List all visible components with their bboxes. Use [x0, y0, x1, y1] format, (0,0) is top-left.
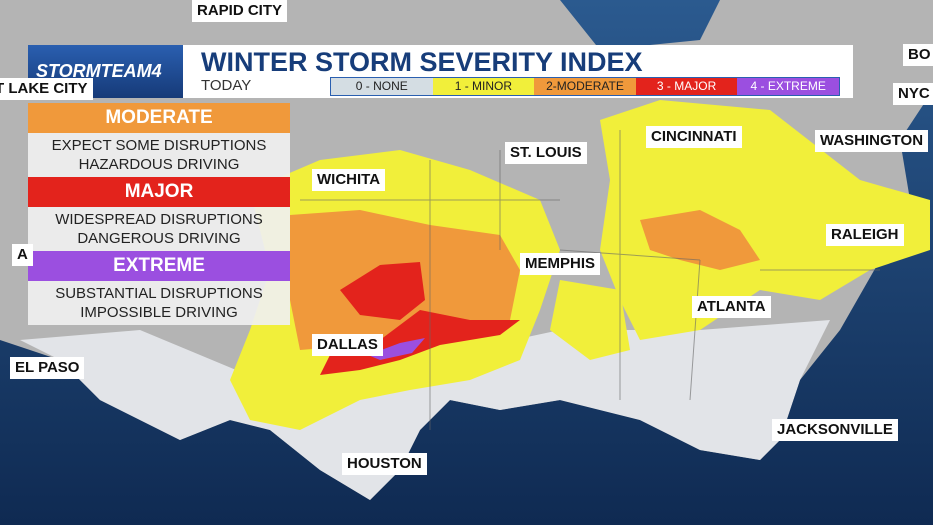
city-label: WASHINGTON [815, 130, 929, 152]
level-title: MAJOR [28, 177, 290, 207]
scale-item: 1 - MINOR [432, 78, 535, 95]
city-label: CINCINNATI [646, 126, 742, 148]
scale-item: 0 - NONE [331, 78, 433, 95]
desc-line: DANGEROUS DRIVING [77, 230, 241, 247]
city-label: T LAKE CITY [0, 78, 93, 100]
city-label: DALLAS [312, 334, 383, 356]
city-label: A [12, 244, 33, 266]
minor-east [600, 100, 930, 340]
city-label: JACKSONVILLE [772, 419, 898, 441]
severity-scale: 0 - NONE 1 - MINOR 2-MODERATE 3 - MAJOR … [330, 77, 840, 96]
minor-mid [550, 280, 630, 360]
city-label: NYC [893, 83, 933, 105]
level-title: EXTREME [28, 251, 290, 281]
desc-line: HAZARDOUS DRIVING [78, 156, 240, 173]
city-label: HOUSTON [342, 453, 427, 475]
level-title: MODERATE [28, 103, 290, 133]
city-label: RALEIGH [826, 224, 904, 246]
desc-line: IMPOSSIBLE DRIVING [80, 304, 238, 321]
desc-line: SUBSTANTIAL DISRUPTIONS [55, 285, 263, 302]
legend-panel: MODERATE EXPECT SOME DISRUPTIONS HAZARDOU… [28, 103, 290, 325]
city-label: EL PASO [10, 357, 85, 379]
subtitle: TODAY [201, 77, 252, 94]
level-desc: EXPECT SOME DISRUPTIONS HAZARDOUS DRIVING [28, 133, 290, 177]
header: WINTER STORM SEVERITY INDEX TODAY 0 - NO… [183, 45, 853, 98]
state-lines [300, 130, 880, 430]
city-label: BO [903, 44, 933, 66]
scale-item: 2-MODERATE [534, 78, 636, 95]
city-label: ST. LOUIS [505, 142, 587, 164]
level-desc: WIDESPREAD DISRUPTIONS DANGEROUS DRIVING [28, 207, 290, 251]
city-label: MEMPHIS [520, 253, 601, 275]
snowless-south [20, 320, 830, 500]
city-label: RAPID CITY [192, 0, 288, 22]
level-desc: SUBSTANTIAL DISRUPTIONS IMPOSSIBLE DRIVIN… [28, 281, 290, 325]
title: WINTER STORM SEVERITY INDEX [201, 47, 643, 77]
moderate-east [640, 210, 760, 270]
desc-line: WIDESPREAD DISRUPTIONS [55, 211, 263, 228]
scale-item: 4 - EXTREME [737, 78, 839, 95]
city-label: WICHITA [312, 169, 386, 191]
scale-item: 3 - MAJOR [635, 78, 738, 95]
city-label: ATLANTA [692, 296, 771, 318]
desc-line: EXPECT SOME DISRUPTIONS [51, 137, 267, 154]
